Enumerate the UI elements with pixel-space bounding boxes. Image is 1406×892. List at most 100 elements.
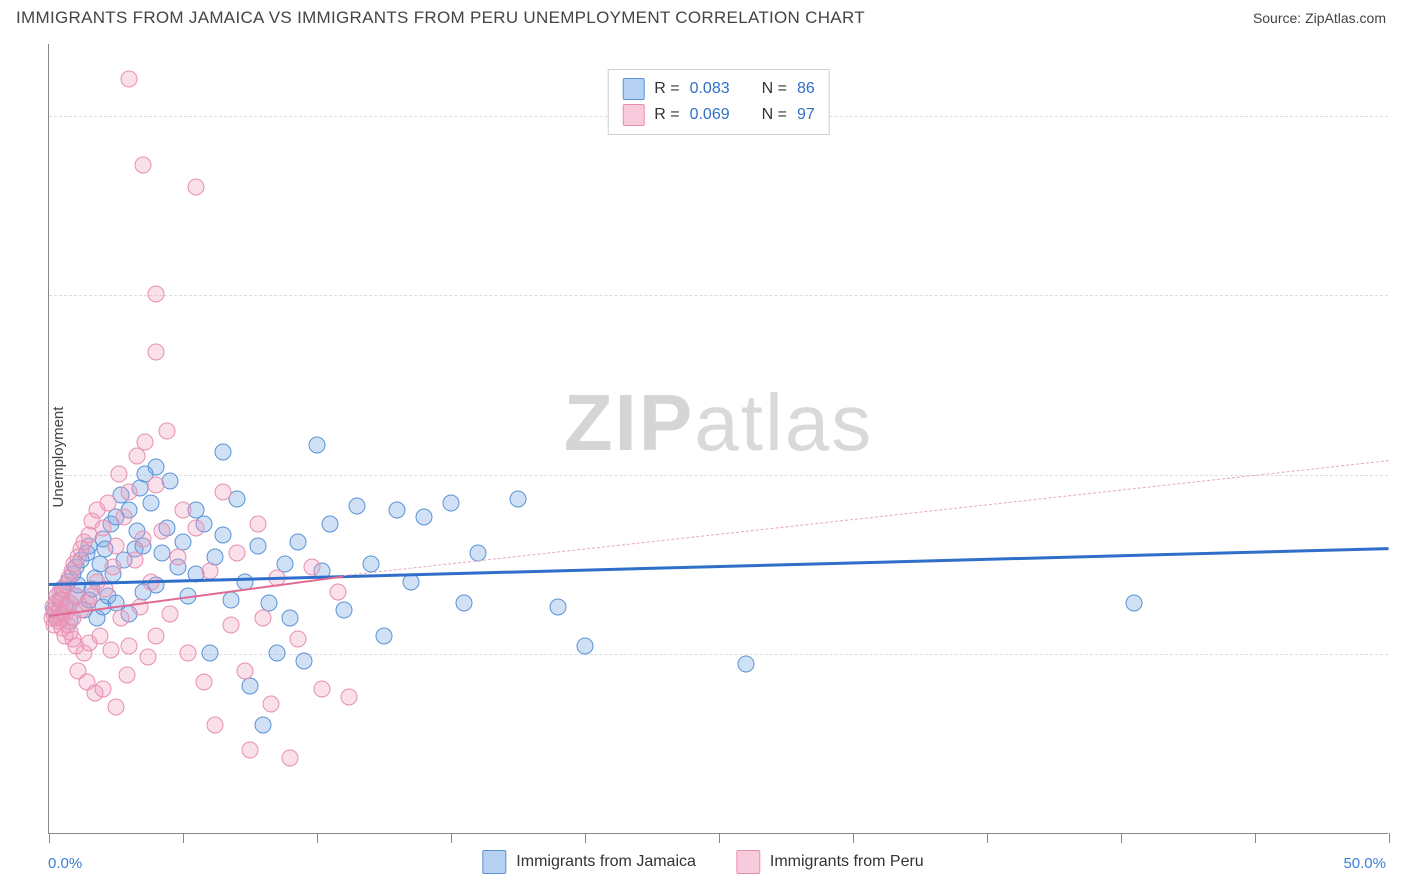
data-point <box>188 178 205 195</box>
watermark: ZIPatlas <box>564 377 873 469</box>
data-point <box>108 537 125 554</box>
data-point <box>255 609 272 626</box>
data-point <box>180 645 197 662</box>
data-point <box>148 627 165 644</box>
data-point <box>215 526 232 543</box>
data-point <box>255 717 272 734</box>
data-point <box>148 476 165 493</box>
data-point <box>196 674 213 691</box>
data-point <box>94 681 111 698</box>
data-point <box>250 516 267 533</box>
data-point <box>250 537 267 554</box>
data-point <box>577 638 594 655</box>
data-point <box>268 645 285 662</box>
r-label: R = <box>654 106 679 124</box>
data-point <box>118 667 135 684</box>
stats-row-jamaica: R = 0.083 N = 86 <box>622 76 815 102</box>
data-point <box>148 286 165 303</box>
data-point <box>94 519 111 536</box>
data-point <box>201 645 218 662</box>
data-point <box>134 157 151 174</box>
data-point <box>215 444 232 461</box>
data-point <box>510 491 527 508</box>
x-axis-min-label: 0.0% <box>48 855 82 872</box>
r-value-peru: 0.069 <box>690 106 730 124</box>
r-value-jamaica: 0.083 <box>690 80 730 98</box>
legend-label-peru: Immigrants from Peru <box>770 853 924 871</box>
data-point <box>116 509 133 526</box>
data-point <box>295 652 312 669</box>
x-tick <box>183 833 184 843</box>
data-point <box>282 609 299 626</box>
data-point <box>140 649 157 666</box>
data-point <box>228 544 245 561</box>
data-point <box>175 501 192 518</box>
swatch-pink-icon <box>622 104 644 126</box>
data-point <box>341 688 358 705</box>
x-tick <box>719 833 720 843</box>
data-point <box>737 656 754 673</box>
series-legend: Immigrants from Jamaica Immigrants from … <box>482 850 923 874</box>
data-point <box>126 552 143 569</box>
gridline <box>49 295 1388 296</box>
data-point <box>132 598 149 615</box>
n-label: N = <box>762 106 787 124</box>
data-point <box>188 519 205 536</box>
data-point <box>121 70 138 87</box>
data-point <box>550 598 567 615</box>
n-value-peru: 97 <box>797 106 815 124</box>
x-tick <box>49 833 50 843</box>
data-point <box>1126 595 1143 612</box>
watermark-right: atlas <box>694 378 873 467</box>
data-point <box>99 494 116 511</box>
data-point <box>242 742 259 759</box>
data-point <box>362 555 379 572</box>
x-tick <box>853 833 854 843</box>
data-point <box>314 681 331 698</box>
data-point <box>290 631 307 648</box>
swatch-blue-icon <box>482 850 506 874</box>
data-point <box>456 595 473 612</box>
data-point <box>201 562 218 579</box>
data-point <box>121 483 138 500</box>
legend-label-jamaica: Immigrants from Jamaica <box>516 853 696 871</box>
data-point <box>263 695 280 712</box>
stats-legend: R = 0.083 N = 86 R = 0.069 N = 97 <box>607 69 830 135</box>
data-point <box>105 559 122 576</box>
trend-line <box>49 547 1389 586</box>
data-point <box>223 591 240 608</box>
chart-title: IMMIGRANTS FROM JAMAICA VS IMMIGRANTS FR… <box>16 8 865 28</box>
x-tick <box>585 833 586 843</box>
data-point <box>335 602 352 619</box>
data-point <box>322 516 339 533</box>
x-tick <box>1255 833 1256 843</box>
data-point <box>215 483 232 500</box>
data-point <box>148 343 165 360</box>
data-point <box>142 494 159 511</box>
n-label: N = <box>762 80 787 98</box>
data-point <box>290 534 307 551</box>
data-point <box>153 544 170 561</box>
x-tick <box>317 833 318 843</box>
data-point <box>330 584 347 601</box>
x-tick <box>1121 833 1122 843</box>
trend-line <box>344 461 1389 577</box>
swatch-blue-icon <box>622 78 644 100</box>
x-tick <box>451 833 452 843</box>
data-point <box>158 422 175 439</box>
header-bar: IMMIGRANTS FROM JAMAICA VS IMMIGRANTS FR… <box>0 0 1406 32</box>
r-label: R = <box>654 80 679 98</box>
gridline <box>49 654 1388 655</box>
plot-area: ZIPatlas R = 0.083 N = 86 R = 0.069 N = … <box>48 44 1388 834</box>
data-point <box>223 616 240 633</box>
x-tick <box>1389 833 1390 843</box>
data-point <box>108 699 125 716</box>
data-point <box>153 523 170 540</box>
data-point <box>121 638 138 655</box>
gridline <box>49 475 1388 476</box>
legend-item-jamaica: Immigrants from Jamaica <box>482 850 696 874</box>
data-point <box>137 433 154 450</box>
data-point <box>110 465 127 482</box>
data-point <box>309 437 326 454</box>
data-point <box>443 494 460 511</box>
